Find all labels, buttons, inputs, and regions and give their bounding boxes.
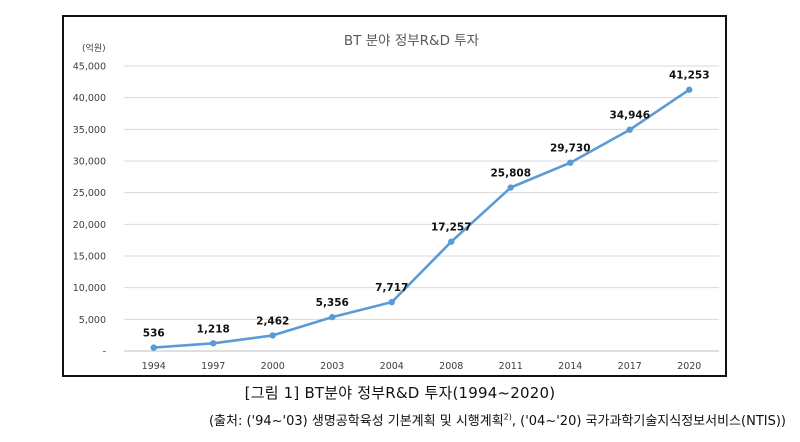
data-point xyxy=(329,313,336,321)
data-label: 7,717 xyxy=(375,282,408,294)
y-tick-label: 35,000 xyxy=(73,125,106,136)
source-suffix: , ('04~'20) 국가과학기술지식정보서비스(NTIS)) xyxy=(511,414,786,429)
chart-frame: - 5,000 10,000 15,000 20,000 25,000 30,000 35,0… xyxy=(62,15,727,377)
data-label: 25,808 xyxy=(490,168,531,180)
series-line xyxy=(153,88,691,349)
data-point xyxy=(507,184,514,191)
data-point xyxy=(448,238,455,245)
line-chart: - 5,000 10,000 15,000 20,000 25,000 30,000 35,0… xyxy=(73,33,719,372)
y-tick-label: 30,000 xyxy=(73,157,106,168)
data-label: 2,462 xyxy=(256,315,289,327)
data-point xyxy=(210,340,217,347)
x-tick-label: 2003 xyxy=(320,361,344,372)
y-tick-label: 20,000 xyxy=(73,220,106,231)
data-point xyxy=(567,159,574,166)
data-label: 1,218 xyxy=(197,323,230,335)
data-point xyxy=(150,344,157,351)
y-tick-label: 10,000 xyxy=(73,283,106,294)
y-tick-label: 40,000 xyxy=(73,93,106,104)
x-tick-label: 2014 xyxy=(558,361,582,372)
x-tick-label: 2020 xyxy=(677,361,701,372)
x-tick-label: 2004 xyxy=(380,361,404,372)
source-note: (출처: ('94~'03) 생명공학육성 기본계획 및 시행계획2), ('0… xyxy=(209,410,786,429)
data-point xyxy=(686,86,693,93)
data-label: 5,356 xyxy=(316,297,349,309)
source-prefix: (출처: ('94~'03) 생명공학육성 기본계획 및 시행계획 xyxy=(208,414,504,429)
x-tick-label: 1994 xyxy=(142,361,166,372)
y-tick-label: 5,000 xyxy=(79,315,106,326)
data-label: 41,253 xyxy=(669,70,710,82)
data-label: 29,730 xyxy=(550,143,591,155)
y-tick-label: 45,000 xyxy=(73,62,106,73)
data-point xyxy=(626,126,633,133)
x-tick-label: 2011 xyxy=(499,361,523,372)
x-tick-label: 2008 xyxy=(439,361,463,372)
y-axis-unit: (억원) xyxy=(82,42,106,54)
data-label: 536 xyxy=(143,328,165,340)
figure-caption: [그림 1] BT분야 정부R&D 투자(1994~2020) xyxy=(244,384,556,402)
y-tick-label: 15,000 xyxy=(73,252,106,263)
data-label: 34,946 xyxy=(609,110,650,122)
data-point xyxy=(388,298,395,306)
y-tick-label: 25,000 xyxy=(73,188,106,199)
x-tick-label: 1997 xyxy=(201,361,225,372)
data-point xyxy=(269,332,276,339)
y-tick-label: - xyxy=(103,347,106,358)
x-tick-label: 2000 xyxy=(261,361,285,372)
chart-title: BT 분야 정부R&D 투자 xyxy=(344,33,480,49)
data-label: 17,257 xyxy=(431,222,472,234)
source-footnote-marker: 2) xyxy=(503,412,512,422)
x-tick-label: 2017 xyxy=(618,361,642,372)
